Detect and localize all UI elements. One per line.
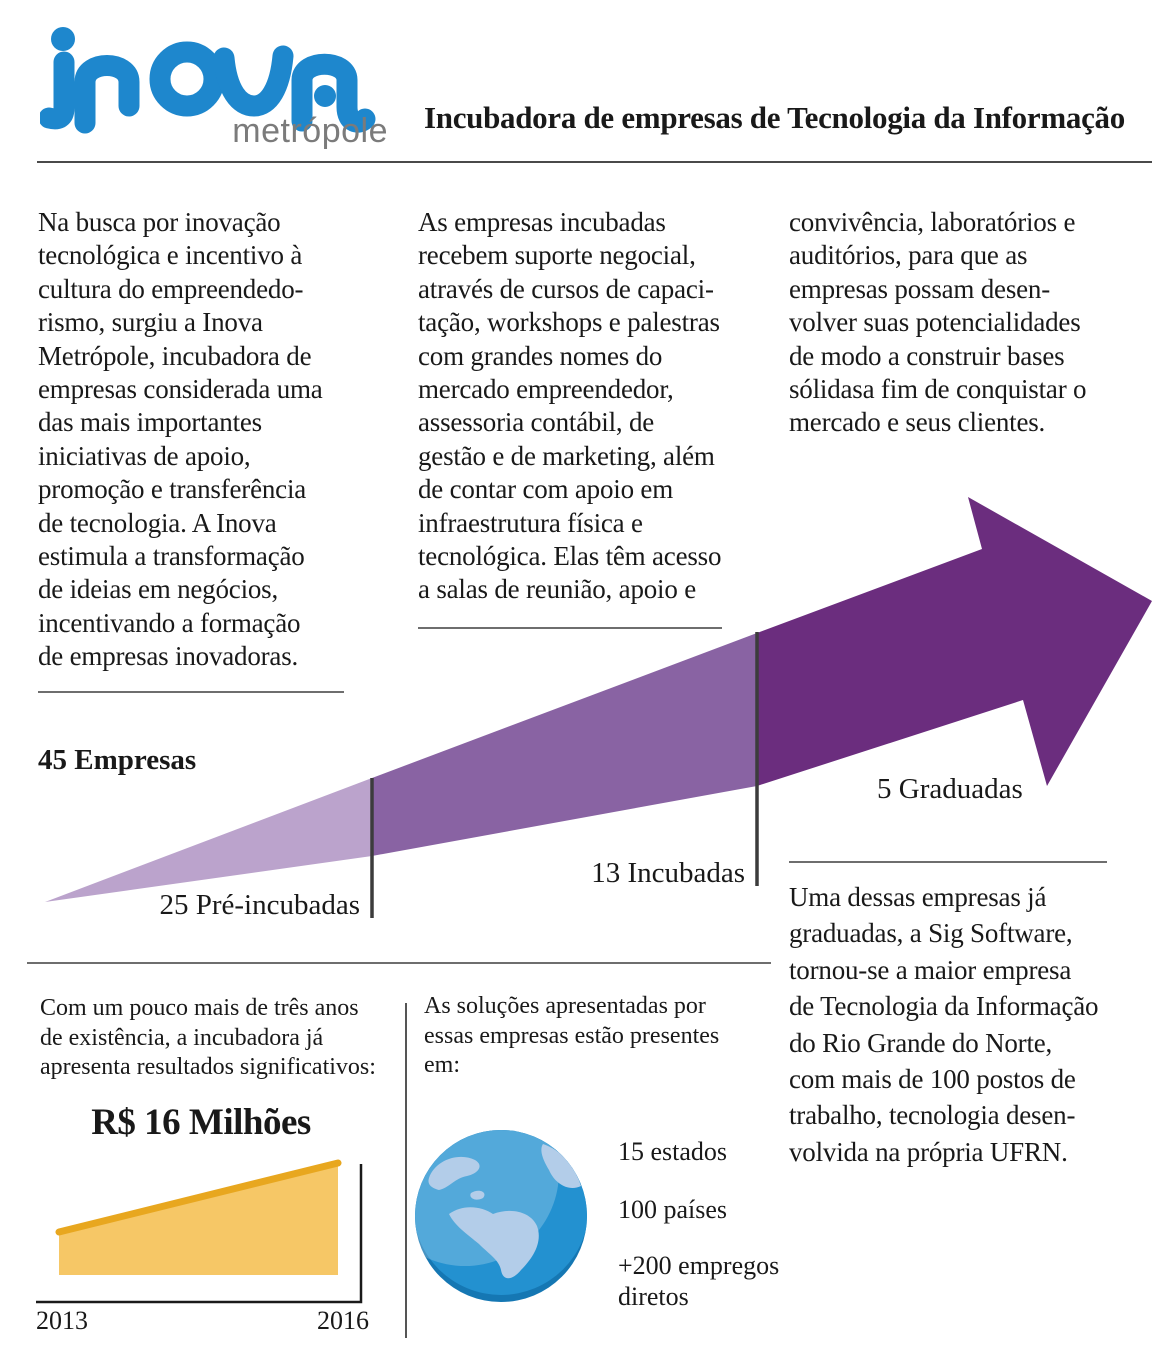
intro-column-3: convivência, laboratórios e auditórios, p… bbox=[789, 207, 1087, 438]
funnel-segment-pre-incubadas bbox=[45, 778, 372, 902]
logo-letter-n bbox=[74, 55, 140, 134]
funnel-label-graduadas: 5 Graduadas bbox=[877, 773, 1023, 805]
presence-intro: As soluções apresentadas por essas empres… bbox=[424, 993, 720, 1078]
stat-paises: 100 países bbox=[618, 1195, 728, 1224]
column1-divider bbox=[38, 691, 344, 693]
revenue-chart-axis bbox=[36, 1164, 363, 1304]
axis-label-2016: 2016 bbox=[317, 1306, 369, 1335]
sig-software-paragraph: Uma dessas empresas já graduadas, a Sig S… bbox=[789, 882, 1099, 1167]
logo-letter-o bbox=[149, 41, 225, 117]
bottom-divider bbox=[27, 962, 771, 964]
results-intro: Com um pouco mais de três anos de existên… bbox=[40, 995, 376, 1080]
funnel-segment-incubadas bbox=[372, 633, 757, 856]
inova-logo bbox=[40, 27, 376, 134]
funnel-segment-graduadas-arrowhead bbox=[757, 497, 1152, 786]
logo-subtitle: metrópole bbox=[232, 112, 388, 150]
globe-continents bbox=[428, 1144, 581, 1279]
revenue-trend-line bbox=[55, 1159, 342, 1236]
logo-letter-v bbox=[213, 45, 294, 117]
growth-arrow-chart bbox=[45, 497, 1152, 918]
logo-a-dot bbox=[314, 85, 336, 107]
column2-divider bbox=[418, 627, 722, 629]
globe-icon bbox=[415, 1130, 587, 1302]
header-divider bbox=[37, 161, 1152, 163]
logo-i-dot bbox=[51, 27, 75, 51]
stat-empregos: +200 empregos diretos bbox=[618, 1251, 780, 1311]
logo-letter-i bbox=[40, 51, 75, 130]
revenue-area-fill bbox=[59, 1163, 338, 1275]
funnel-total-label: 45 Empresas bbox=[38, 744, 197, 776]
funnel-label-pre-incubadas: 25 Pré-incubadas bbox=[159, 889, 360, 921]
revenue-area-chart bbox=[36, 1159, 363, 1304]
intro-column-2: As empresas incubadas recebem suporte neg… bbox=[418, 207, 722, 605]
axis-label-2013: 2013 bbox=[36, 1306, 88, 1335]
bottom-vertical-separator bbox=[405, 1003, 407, 1338]
sig-divider bbox=[789, 861, 1107, 863]
stat-estados: 15 estados bbox=[618, 1137, 728, 1166]
funnel-label-incubadas: 13 Incubadas bbox=[591, 857, 745, 889]
page-title: Incubadora de empresas de Tecnologia da … bbox=[424, 100, 1125, 135]
revenue-headline: R$ 16 Milhões bbox=[91, 1102, 311, 1143]
logo-letter-a bbox=[291, 53, 376, 133]
intro-column-1: Na busca por inovação tecnológica e incen… bbox=[38, 207, 323, 672]
